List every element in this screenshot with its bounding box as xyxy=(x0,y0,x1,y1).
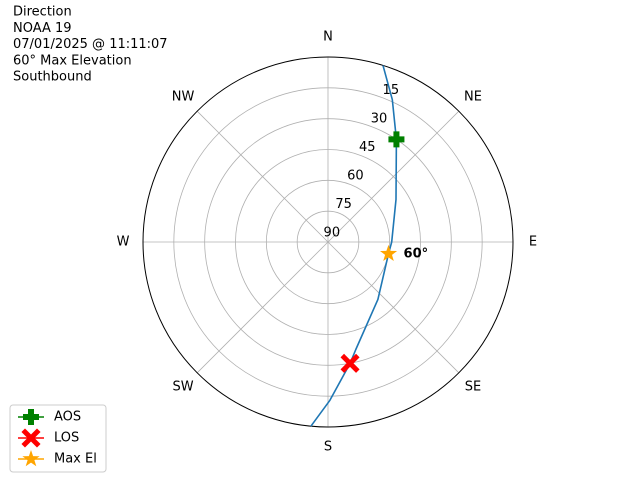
marker-los xyxy=(21,428,41,448)
marker-aos xyxy=(23,409,39,425)
annotation: 60° xyxy=(404,246,429,261)
r-tick-label: 60 xyxy=(347,168,364,183)
r-tick-label: 30 xyxy=(371,111,388,126)
r-tick-label: 75 xyxy=(335,197,352,212)
grid-spoke xyxy=(196,110,329,243)
grid-spoke xyxy=(327,110,460,243)
polar-frame xyxy=(142,56,514,428)
theta-tick-label: W xyxy=(117,235,130,250)
title-line: 07/01/2025 @ 11:11:07 xyxy=(13,37,168,52)
r-tick-label: 15 xyxy=(383,83,400,98)
marker-maxel xyxy=(380,244,398,261)
legend-label: AOS xyxy=(54,410,81,425)
title-line: Southbound xyxy=(13,70,92,85)
grid-spoke xyxy=(327,241,460,374)
theta-tick-label: N xyxy=(323,30,333,45)
legend: AOS LOS Max El xyxy=(9,404,107,473)
r-tick-label: 90 xyxy=(324,225,341,240)
legend-label: Max El xyxy=(54,452,97,467)
theta-tick-label: NW xyxy=(172,90,195,105)
marker-maxel xyxy=(22,450,40,467)
theta-tick-label: NE xyxy=(464,90,482,105)
marker-aos xyxy=(388,131,405,148)
title-line: Direction xyxy=(13,5,72,20)
grid-spoke xyxy=(196,241,329,374)
theta-tick-label: SW xyxy=(172,379,193,394)
theta-tick-label: SE xyxy=(465,379,481,394)
title-line: 60° Max Elevation xyxy=(13,53,132,68)
marker-los xyxy=(340,353,360,373)
title-line: NOAA 19 xyxy=(13,21,72,36)
legend-label: LOS xyxy=(54,431,79,446)
r-tick-label: 45 xyxy=(359,140,376,155)
theta-tick-label: S xyxy=(324,440,332,455)
theta-tick-label: E xyxy=(529,235,537,250)
